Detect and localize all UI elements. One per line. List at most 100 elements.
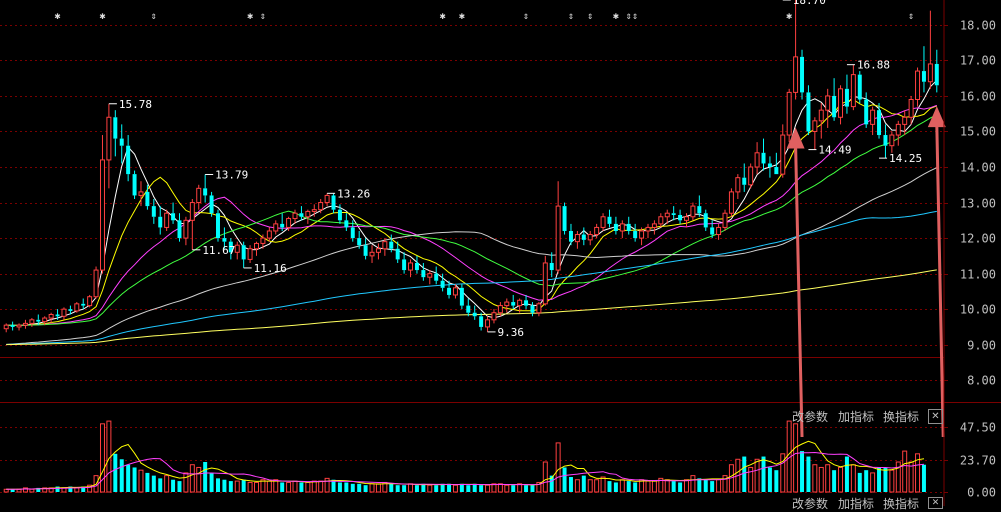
- volume-bar-up: [311, 480, 317, 493]
- candle-body-down: [703, 213, 708, 228]
- candle-body-down: [440, 280, 445, 288]
- candle: [164, 209, 170, 231]
- candle-body-up: [93, 269, 99, 298]
- volume-bar-up: [645, 480, 651, 493]
- candle-body-down: [145, 191, 150, 207]
- candle-body-down: [350, 227, 355, 239]
- candle-body-up: [536, 303, 542, 314]
- candle: [369, 245, 375, 263]
- volume-bar-down: [767, 467, 772, 492]
- volume-bar-down: [113, 453, 118, 492]
- volume-bar-up: [600, 476, 606, 493]
- volume-bar-up: [234, 480, 240, 493]
- candle: [292, 209, 298, 224]
- candle: [344, 213, 349, 231]
- candle: [517, 298, 523, 313]
- candle: [10, 321, 15, 331]
- candle-body-up: [658, 216, 664, 225]
- volume-bar-up: [651, 480, 657, 493]
- volume-bar-up: [812, 464, 818, 493]
- candle: [524, 294, 529, 310]
- candle: [645, 223, 651, 239]
- volume-bar-down: [216, 478, 220, 492]
- candle-body-down: [921, 71, 926, 82]
- candle: [126, 135, 131, 182]
- candle: [241, 241, 246, 268]
- candle: [555, 181, 561, 274]
- candle-body-up: [600, 216, 606, 228]
- candle: [716, 223, 722, 240]
- switch-indicator-button[interactable]: 换指标: [883, 410, 920, 424]
- volume-bar-down: [844, 456, 849, 492]
- volume-bar-down: [331, 479, 336, 492]
- candle: [273, 220, 279, 235]
- volume-bar-up: [818, 466, 824, 493]
- candle-body-up: [722, 212, 728, 228]
- volume-bar-up: [491, 483, 497, 493]
- volume-bar-down: [524, 485, 529, 492]
- volume-bar-down: [402, 485, 407, 492]
- candle: [530, 302, 535, 317]
- candle-body-down: [331, 195, 336, 210]
- candle-body-down: [581, 234, 586, 240]
- candle: [375, 243, 381, 260]
- modify-params-button[interactable]: 改参数: [792, 410, 829, 424]
- volume-bar-up: [273, 479, 279, 493]
- event-marker-icon: ⇕: [908, 11, 914, 22]
- candle: [299, 206, 304, 221]
- candle-body-up: [234, 244, 240, 253]
- volume-bar-down: [877, 467, 882, 492]
- volume-bar-down: [466, 485, 471, 492]
- candle: [877, 103, 882, 139]
- volume-bar-down: [678, 482, 683, 492]
- candle: [921, 46, 926, 93]
- volume-bar-up: [504, 484, 510, 493]
- volume-bar-down: [459, 483, 464, 492]
- ma250-line: [6, 269, 937, 346]
- candle: [466, 298, 471, 317]
- candle-body-up: [369, 251, 375, 257]
- candle-body-up: [915, 70, 921, 100]
- volume-bar-up: [87, 484, 93, 493]
- candle-body-up: [908, 99, 914, 118]
- candle-body-up: [42, 317, 48, 323]
- y-tick-label: 9.00: [967, 339, 996, 353]
- add-indicator-button[interactable]: 加指标: [838, 410, 875, 424]
- volume-y-tick-label: 47.50: [960, 421, 996, 435]
- add-indicator-button-bottom[interactable]: 加指标: [838, 497, 875, 511]
- volume-bar-up: [138, 469, 144, 493]
- annotation-arrow-shaft: [935, 124, 945, 438]
- volume-bar-up: [780, 453, 786, 493]
- volume-bar-down: [568, 477, 573, 492]
- switch-indicator-button-bottom[interactable]: 换指标: [883, 497, 920, 511]
- candle-body-up: [61, 308, 67, 317]
- candle-body-up: [164, 212, 170, 228]
- candle: [55, 309, 60, 320]
- candle-body-down: [209, 195, 214, 214]
- candle: [382, 238, 388, 256]
- volume-bar-down: [36, 487, 41, 492]
- volume-y-tick-label: 0.00: [967, 486, 996, 500]
- candle: [434, 266, 439, 285]
- candle: [587, 230, 593, 246]
- candle: [305, 209, 311, 224]
- volume-bar-down: [421, 483, 426, 492]
- candle: [491, 309, 497, 324]
- candle: [472, 305, 477, 320]
- modify-params-button-bottom[interactable]: 改参数: [792, 497, 829, 511]
- candle-body-up: [266, 230, 272, 239]
- candle-body-up: [651, 223, 657, 228]
- candle-body-up: [619, 223, 625, 232]
- candle-body-down: [472, 312, 477, 317]
- volume-bar-down: [832, 470, 837, 492]
- candle-body-up: [818, 109, 824, 122]
- close-icon[interactable]: ✕: [928, 409, 943, 424]
- candle-body-up: [555, 205, 561, 271]
- candle: [844, 74, 849, 114]
- event-marker-icon: ⇕: [568, 11, 574, 22]
- candle: [286, 216, 292, 231]
- candle-body-down: [337, 209, 342, 221]
- candle: [549, 252, 554, 278]
- close-icon-bottom[interactable]: ✕: [928, 497, 943, 509]
- candle: [331, 193, 336, 214]
